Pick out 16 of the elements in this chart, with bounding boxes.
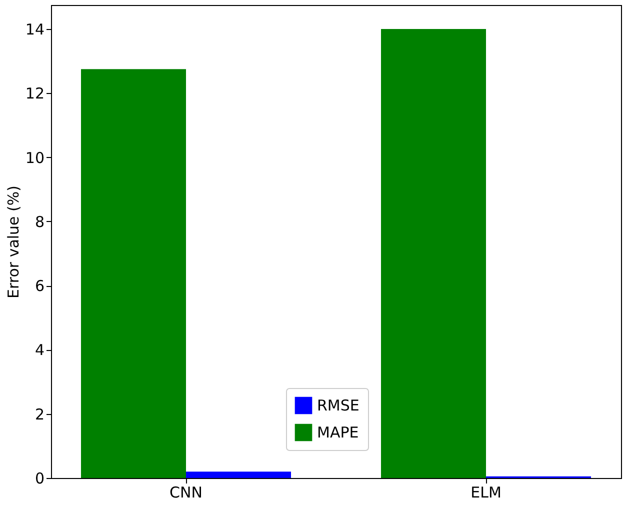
- legend-label: MAPE: [317, 424, 359, 442]
- legend-label: RMSE: [317, 396, 360, 414]
- x-tick-label: ELM: [470, 484, 502, 502]
- y-tick-label: 2: [34, 405, 44, 424]
- y-tick-label: 4: [34, 341, 44, 360]
- y-tick-label: 8: [34, 212, 44, 231]
- bar: [81, 69, 186, 478]
- y-tick-label: 6: [34, 277, 44, 296]
- bar: [186, 472, 291, 478]
- bar: [381, 29, 486, 478]
- y-axis-title: Error value (%): [4, 185, 22, 299]
- y-tick-label: 0: [34, 470, 44, 488]
- y-tick-label: 12: [25, 84, 44, 103]
- y-tick-label: 10: [25, 148, 44, 167]
- x-tick-label: CNN: [170, 484, 202, 502]
- y-tick-label: 14: [25, 20, 44, 39]
